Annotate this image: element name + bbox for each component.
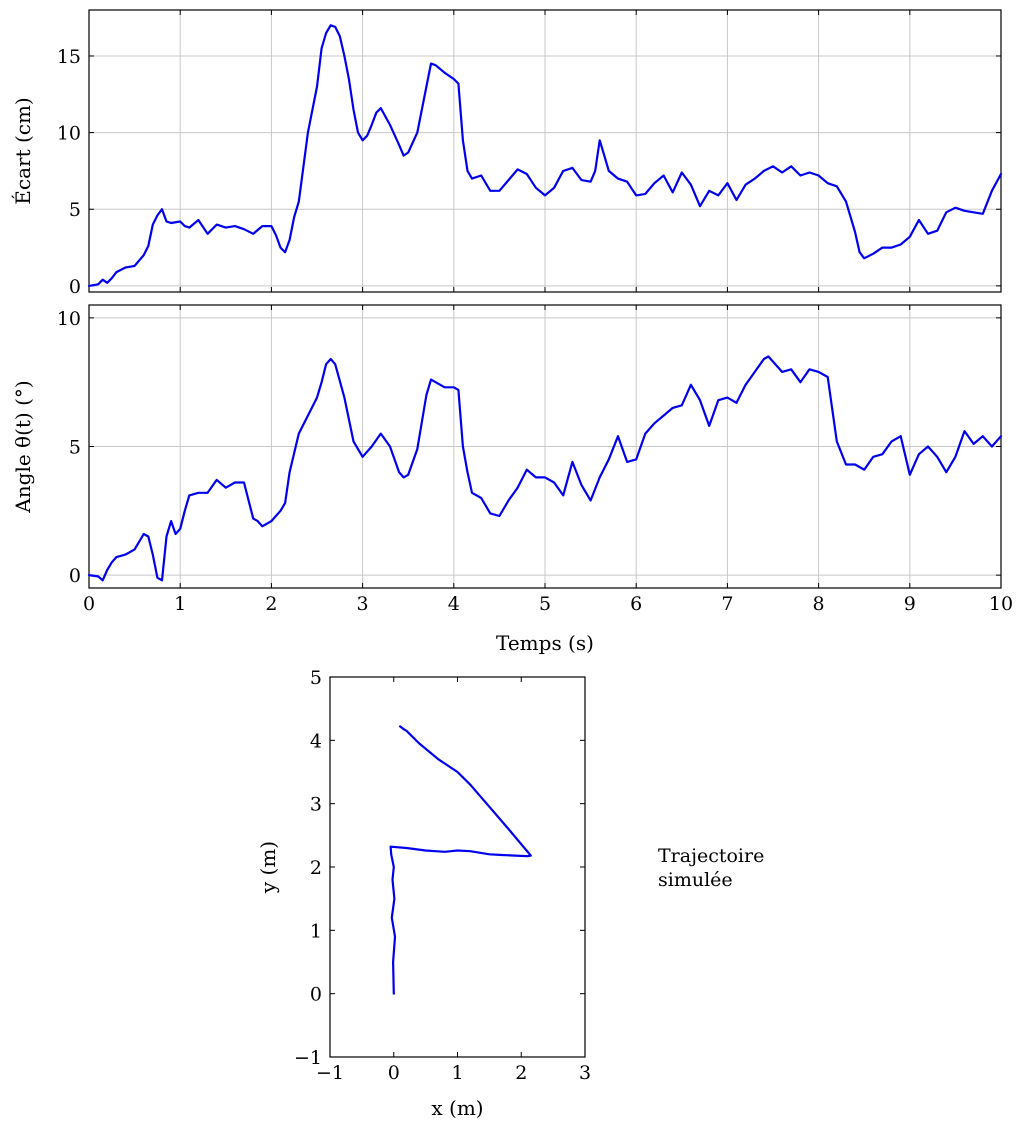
x-tick-label: 3 — [579, 1062, 591, 1084]
y-tick-label: 0 — [69, 565, 81, 587]
x-tick-label: 1 — [451, 1062, 463, 1084]
trajectory-plot: −1 0 1 2 3 −1 0 1 2 3 4 5 y (m) x (m) Trajectoire si… — [256, 667, 764, 1120]
series-line-3 — [389, 725, 532, 995]
trajectory-plot-frame — [329, 676, 586, 1058]
y-tick-label: 5 — [69, 199, 81, 221]
x-tick-label: 0 — [388, 1062, 400, 1084]
y-tick-label: −1 — [294, 1047, 322, 1069]
trajectory-annotation: Trajectoire simulée — [658, 845, 764, 891]
y-tick-label: 15 — [57, 46, 81, 68]
angle-ylabel: Angle θ(t) (°) — [11, 380, 35, 513]
y-tick-label: 0 — [69, 276, 81, 298]
x-tick-label: 9 — [904, 593, 916, 615]
x-tick-label: 0 — [83, 593, 95, 615]
time-xlabel: Temps (s) — [496, 631, 594, 655]
ecart-ylabel: Écart (cm) — [11, 97, 35, 204]
y-tick-label: 5 — [69, 437, 81, 459]
x-tick-label: 10 — [989, 593, 1013, 615]
x-tick-label: 2 — [515, 1062, 527, 1084]
y-tick-label: 10 — [57, 308, 81, 330]
angle-plot: 0 1 2 3 4 5 6 7 8 9 10 0 5 10 Angle θ(t) (°) Temps (s… — [11, 304, 1013, 655]
series-line-1 — [87, 24, 1003, 287]
x-tick-label: 7 — [721, 593, 733, 615]
y-tick-label: 2 — [310, 857, 322, 879]
x-tick-label: 4 — [448, 593, 460, 615]
series-line-2 — [87, 355, 1003, 582]
trajectory-xlabel: x (m) — [431, 1096, 483, 1120]
x-tick-label: 8 — [813, 593, 825, 615]
y-tick-label: 1 — [310, 920, 322, 942]
x-tick-label: 5 — [539, 593, 551, 615]
y-tick-label: 0 — [310, 984, 322, 1006]
y-tick-label: 3 — [310, 794, 322, 816]
x-tick-label: 2 — [265, 593, 277, 615]
y-tick-label: 4 — [310, 730, 322, 752]
trajectory-ylabel: y (m) — [256, 841, 280, 894]
x-tick-label: 1 — [174, 593, 186, 615]
ecart-plot: 0 5 10 15 Écart (cm) — [11, 9, 1003, 298]
x-tick-label: −1 — [316, 1062, 344, 1084]
y-tick-label: 5 — [310, 667, 322, 689]
y-tick-label: 10 — [57, 123, 81, 145]
x-tick-label: 6 — [630, 593, 642, 615]
x-tick-label: 3 — [357, 593, 369, 615]
